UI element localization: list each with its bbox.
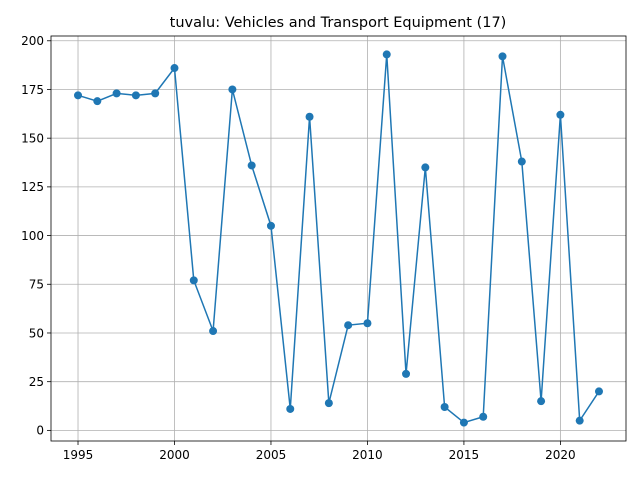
data-point [594,387,603,396]
x-tick-label: 2000 [159,448,190,462]
x-tick-label: 2005 [256,448,287,462]
data-point [305,112,314,121]
data-point [189,276,198,285]
x-tick-label: 2020 [545,448,576,462]
y-tick-label: 75 [29,278,44,292]
x-tick-label: 2015 [449,448,480,462]
data-point [344,321,353,330]
y-tick-label: 50 [29,326,44,340]
data-point [151,89,160,98]
data-point [402,369,411,378]
data-point [209,327,218,336]
data-point [537,397,546,406]
data-point [498,52,507,61]
data-point [131,91,140,100]
data-point [112,89,121,98]
data-point [440,403,449,412]
gridlines [51,36,626,441]
data-point [266,221,275,230]
y-tick-label: 125 [21,180,44,194]
data-point [170,64,179,73]
data-point [93,97,102,106]
data-point [286,404,295,413]
y-tick-label: 200 [21,34,44,48]
y-tick-label: 0 [36,424,44,438]
y-tick-label: 25 [29,375,44,389]
data-point [228,85,237,94]
data-point [324,399,333,408]
x-tick-label: 2010 [352,448,383,462]
data-point [556,110,565,119]
plot-area-frame [50,35,627,442]
axis-ticks: 1995 2000 2005 2010 2015 2020 0 25 50 75 100 125 150… [21,34,576,462]
data-point [459,418,468,427]
x-tick-label: 1995 [63,448,94,462]
data-point [421,163,430,172]
series-layer [74,50,603,427]
chart-title: tuvalu: Vehicles and Transport Equipment… [170,15,507,31]
data-point [247,161,256,170]
data-point [74,91,83,100]
y-tick-label: 150 [21,131,44,145]
data-point [517,157,526,166]
series-line [77,54,600,424]
data-point [382,50,391,59]
data-point [479,412,488,421]
y-tick-label: 175 [21,83,44,97]
data-point [575,416,584,425]
y-tick-label: 100 [21,229,44,243]
data-point [363,319,372,328]
